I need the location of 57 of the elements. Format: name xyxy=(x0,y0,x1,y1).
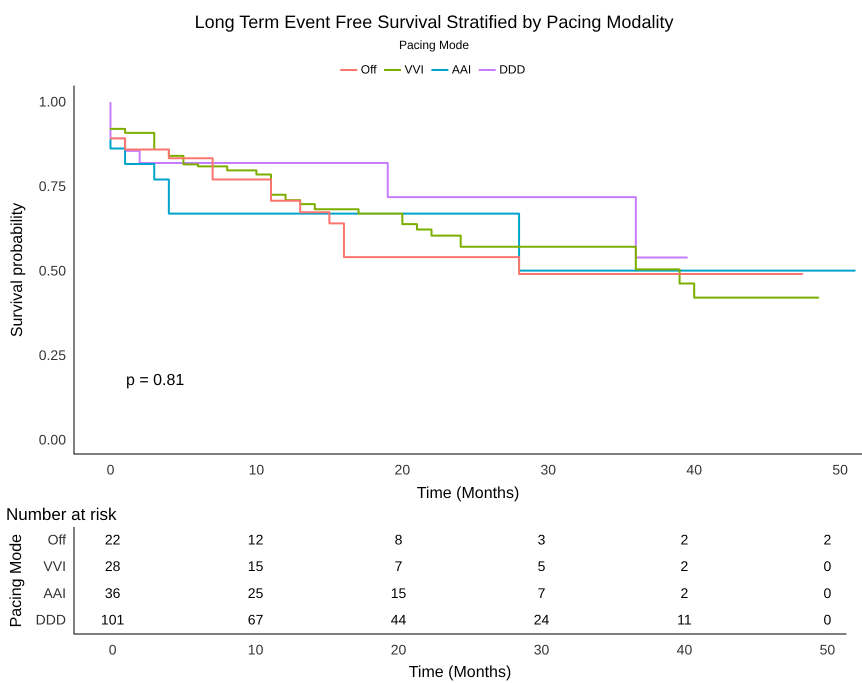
data-label: 2 xyxy=(680,532,689,548)
chart-title: Number at risk xyxy=(6,504,118,524)
y-tick-label: AAI xyxy=(43,584,66,601)
data-label: 28 xyxy=(104,558,121,574)
data-label: 3 xyxy=(538,532,546,548)
y-tick-label: 0.75 xyxy=(38,178,66,194)
x-tick-label: 0 xyxy=(108,641,117,658)
y-tick-label: 0.00 xyxy=(38,431,66,448)
x-tick-label: 20 xyxy=(394,461,410,478)
data-label: 22 xyxy=(104,532,121,548)
data-label: 15 xyxy=(390,584,407,601)
y-axis-title: Pacing Mode xyxy=(8,534,26,628)
chart-title: Long Term Event Free Survival Stratified by Pacing Modality xyxy=(194,12,674,32)
data-label: 7 xyxy=(394,558,403,574)
data-label: 67 xyxy=(248,612,264,628)
data-label: 2 xyxy=(824,532,832,548)
legend-label: Off xyxy=(360,62,378,76)
x-axis-title: Time (Months) xyxy=(416,484,520,502)
data-label: 0 xyxy=(824,558,832,574)
legend-label: AAI xyxy=(452,62,472,76)
data-label: 25 xyxy=(248,584,264,601)
y-tick-label: 1.00 xyxy=(38,94,66,110)
x-tick-label: 10 xyxy=(248,461,264,478)
legend-title: Pacing Mode xyxy=(398,38,470,52)
data-label: 24 xyxy=(534,612,550,628)
legend-label: VVI xyxy=(404,62,424,76)
y-tick-label: Off xyxy=(48,532,66,548)
x-tick-label: 40 xyxy=(676,641,692,658)
data-label: 12 xyxy=(248,532,264,548)
annotation: p = 0.81 xyxy=(126,372,184,389)
x-tick-label: 40 xyxy=(686,461,702,478)
x-tick-label: 50 xyxy=(820,641,836,658)
x-tick-label: 30 xyxy=(534,641,550,658)
y-axis-title: Survival probability xyxy=(9,202,26,338)
data-label: 2 xyxy=(680,558,689,574)
data-label: 0 xyxy=(824,612,832,628)
legend-label: DDD xyxy=(499,62,526,76)
y-tick-label: DDD xyxy=(36,612,66,628)
data-label: 101 xyxy=(100,612,124,628)
data-label: 0 xyxy=(824,584,832,601)
y-tick-label: 0.25 xyxy=(38,346,66,363)
x-tick-label: 30 xyxy=(540,461,556,478)
x-axis-title: Time (Months) xyxy=(408,664,512,681)
data-label: 7 xyxy=(538,584,546,601)
x-tick-label: 20 xyxy=(390,641,407,658)
data-label: 44 xyxy=(390,612,407,628)
y-tick-label: VVI xyxy=(43,558,66,574)
data-label: 5 xyxy=(538,558,546,574)
data-label: 11 xyxy=(677,612,692,628)
x-tick-label: 0 xyxy=(106,461,115,478)
data-label: 36 xyxy=(104,584,121,601)
data-label: 2 xyxy=(680,584,689,601)
data-label: 15 xyxy=(248,558,264,574)
y-tick-label: 0.50 xyxy=(38,262,66,279)
x-tick-label: 50 xyxy=(832,461,848,478)
x-tick-label: 10 xyxy=(248,641,264,658)
data-label: 8 xyxy=(394,532,403,548)
